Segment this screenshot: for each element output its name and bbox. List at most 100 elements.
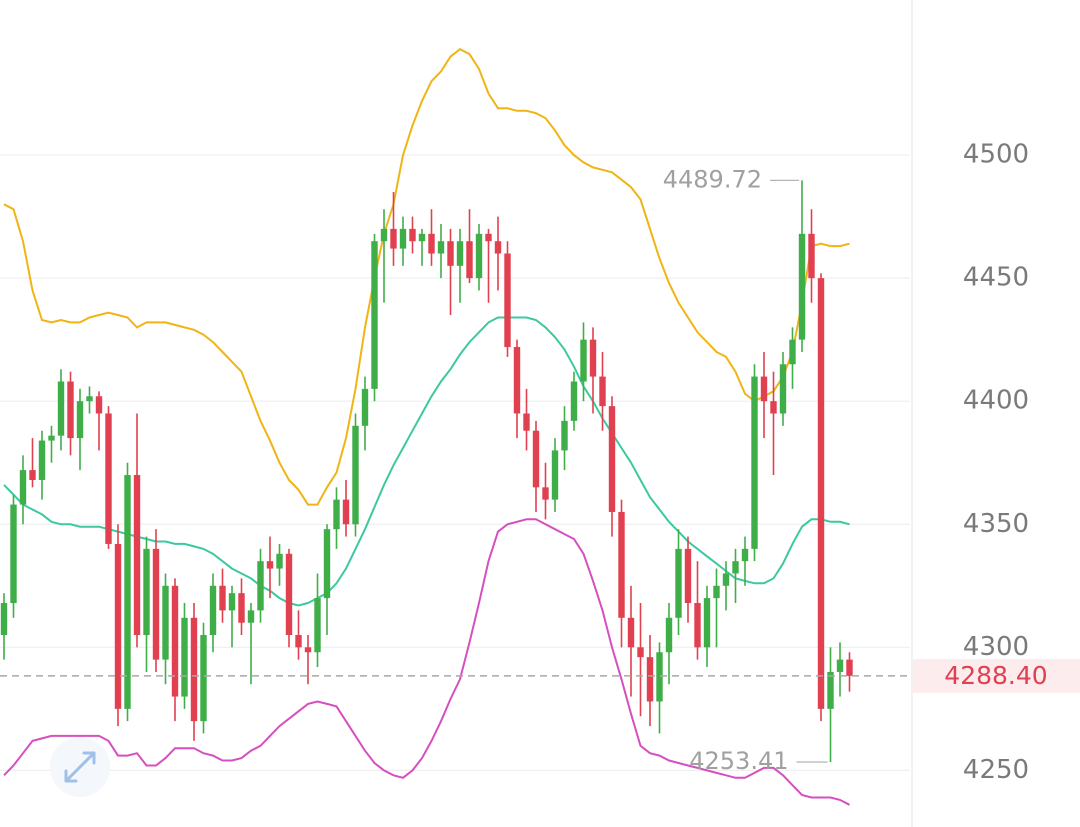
- candle-body: [808, 233, 815, 279]
- candle-body: [817, 278, 825, 709]
- candle-body: [513, 347, 521, 414]
- candle-body: [589, 339, 597, 377]
- candle-body: [247, 610, 255, 623]
- candle-body: [504, 253, 511, 348]
- candle-body: [599, 376, 606, 407]
- candle-body: [219, 585, 226, 611]
- last-price-label: 4288.40: [944, 661, 1047, 690]
- candle-body: [352, 425, 359, 525]
- candle-body: [542, 487, 549, 500]
- candle-body: [846, 659, 853, 676]
- candle-body: [627, 617, 635, 648]
- candle-body: [48, 435, 55, 441]
- candle-body: [437, 241, 445, 254]
- candles: [0, 180, 853, 762]
- candle-body: [124, 475, 131, 709]
- candle-body: [428, 233, 435, 254]
- candle-body: [580, 339, 587, 382]
- y-tick-label: 4250: [963, 755, 1029, 785]
- candle-body: [409, 228, 416, 242]
- labels: 4250 4300 4350 4400 4450 4500 4489.72 4253.41 42…: [0, 140, 1080, 785]
- candle-body: [190, 617, 198, 722]
- candle-body: [171, 585, 179, 697]
- grid: [0, 154, 910, 771]
- band-line: [3, 48, 850, 506]
- candle-body: [475, 233, 483, 279]
- candle-body: [684, 548, 692, 604]
- candle-body: [181, 617, 188, 697]
- candle-body: [371, 241, 378, 389]
- candle-body: [86, 396, 93, 402]
- candle-body: [418, 233, 426, 242]
- band-line: [3, 316, 850, 607]
- y-tick-label: 4350: [963, 509, 1029, 539]
- candle-body: [637, 647, 644, 658]
- candle-body: [200, 635, 207, 722]
- candle-body: [532, 430, 540, 488]
- candle-body: [38, 440, 46, 480]
- candle-body: [19, 470, 27, 505]
- candle-body: [162, 585, 169, 660]
- candle-body: [323, 529, 331, 599]
- candle-body: [732, 561, 739, 574]
- candle-body: [447, 241, 454, 266]
- min-annotation: 4253.41: [689, 747, 788, 775]
- candle-body: [361, 388, 369, 426]
- candle-body: [713, 585, 720, 599]
- candle-body: [67, 381, 74, 439]
- candle-body: [798, 233, 806, 340]
- candle-body: [751, 376, 758, 549]
- candle-body: [114, 543, 122, 709]
- candle-body: [466, 241, 473, 279]
- candle-body: [304, 647, 312, 653]
- candle-body: [209, 585, 217, 636]
- y-tick-label: 4300: [963, 632, 1029, 662]
- candle-body: [456, 241, 464, 266]
- candle-body: [266, 561, 274, 569]
- candle-body: [333, 499, 340, 530]
- candle-body: [741, 548, 749, 562]
- candle-body: [10, 504, 17, 604]
- expand-icon[interactable]: [64, 751, 96, 783]
- candle-body: [494, 241, 502, 254]
- max-annotation: 4489.72: [663, 165, 762, 193]
- candle-body: [380, 228, 388, 242]
- candle-body: [789, 339, 796, 365]
- candle-body: [342, 499, 350, 525]
- y-tick-label: 4400: [963, 386, 1029, 416]
- candle-body: [570, 381, 578, 421]
- candle-body: [675, 548, 682, 618]
- bands: [3, 48, 850, 806]
- candle-body: [0, 603, 8, 636]
- candle-body: [770, 401, 777, 414]
- candle-body: [836, 659, 844, 672]
- y-tick-label: 4450: [963, 263, 1029, 293]
- candle-body: [760, 376, 768, 402]
- candle-body: [523, 413, 530, 431]
- candle-body: [257, 561, 264, 611]
- candle-body: [485, 233, 492, 242]
- candle-body: [57, 381, 65, 436]
- candle-body: [143, 548, 150, 636]
- candle-body: [285, 553, 293, 636]
- candle-body: [228, 593, 236, 611]
- expand-button[interactable]: [50, 737, 110, 797]
- candle-body: [608, 406, 616, 512]
- candle-body: [276, 553, 283, 569]
- candle-body: [76, 401, 84, 439]
- candle-body: [618, 511, 625, 618]
- candle-body: [646, 657, 654, 702]
- candle-body: [779, 364, 787, 414]
- candle-body: [703, 598, 711, 648]
- y-tick-label: 4500: [963, 140, 1029, 170]
- candle-body: [399, 228, 407, 249]
- candle-body: [105, 413, 112, 544]
- candle-body: [722, 573, 730, 586]
- candle-body: [551, 450, 559, 500]
- candle-body: [238, 593, 245, 623]
- candle-body: [656, 652, 663, 702]
- candle-body: [152, 548, 160, 660]
- last-price-box: [913, 658, 1080, 693]
